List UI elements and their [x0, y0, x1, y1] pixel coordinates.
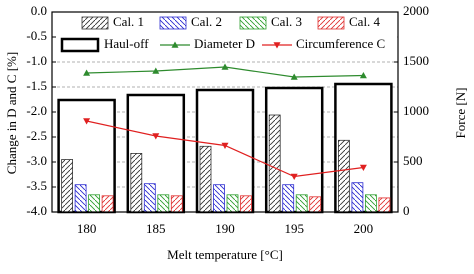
legend-swatch: [239, 16, 267, 30]
y-tick-label: 0.0: [31, 3, 47, 18]
y2-tick-label: 1000: [403, 103, 429, 118]
bar: [143, 183, 156, 213]
bar: [309, 196, 322, 213]
marker: [83, 118, 91, 125]
marker: [152, 67, 160, 74]
bar: [351, 182, 364, 213]
legend-label: Cal. 2: [191, 14, 222, 29]
x-tick-label: 195: [284, 221, 304, 236]
marker: [152, 133, 160, 140]
bar: [157, 194, 170, 213]
bar: [378, 197, 391, 213]
legend-swatch: [81, 16, 109, 30]
bar: [295, 194, 308, 213]
marker: [290, 173, 298, 180]
y2-tick-label: 2000: [403, 3, 429, 18]
bar: [268, 114, 281, 213]
legend-marker: [273, 42, 281, 49]
marker: [221, 142, 229, 149]
bar: [282, 184, 295, 213]
legend-label: Cal. 3: [271, 14, 302, 29]
bar: [364, 194, 377, 213]
marker: [221, 63, 229, 70]
bar: [130, 152, 143, 213]
legend-label: Circumference C: [296, 36, 385, 51]
y-tick-label: -3.5: [26, 178, 47, 193]
bar: [240, 195, 252, 213]
legend-swatch: [317, 16, 345, 30]
bar: [170, 195, 183, 213]
bar: [88, 194, 100, 213]
x-tick-label: 190: [215, 221, 235, 236]
x-tick-label: 200: [354, 221, 374, 236]
legend-marker: [171, 41, 179, 48]
legend-swatch: [159, 16, 187, 30]
y-axis-title: Change in D and C [%]: [4, 52, 19, 174]
bar: [101, 195, 114, 213]
x-axis-title: Melt temperature [°C]: [167, 247, 283, 262]
x-tick-label: 185: [146, 221, 166, 236]
y-tick-label: -0.5: [26, 28, 47, 43]
legend-label: Cal. 1: [113, 14, 144, 29]
y2-axis-title: Force [N]: [453, 88, 468, 139]
y-tick-label: -3.0: [26, 153, 47, 168]
y-tick-label: -2.0: [26, 103, 47, 118]
legend-label: Haul-off: [104, 36, 149, 51]
y2-tick-label: 0: [403, 203, 410, 218]
legend-swatch: [60, 37, 100, 53]
y-tick-label: -1.5: [26, 78, 47, 93]
bar: [213, 184, 225, 213]
marker: [359, 72, 367, 79]
x-tick-label: 180: [77, 221, 97, 236]
legend-label: Diameter D: [194, 36, 255, 51]
legend-label: Cal. 4: [349, 14, 381, 29]
bar: [199, 145, 212, 213]
marker: [83, 69, 91, 76]
y-tick-label: -2.5: [26, 128, 47, 143]
y-tick-label: -1.0: [26, 53, 47, 68]
bar: [226, 194, 239, 213]
y2-tick-label: 500: [403, 153, 423, 168]
bar: [337, 139, 350, 213]
bar: [74, 184, 87, 213]
y-tick-label: -4.0: [26, 203, 47, 218]
y2-tick-label: 1500: [403, 53, 429, 68]
bar: [61, 159, 73, 213]
marker: [290, 73, 298, 80]
marker: [359, 164, 367, 171]
